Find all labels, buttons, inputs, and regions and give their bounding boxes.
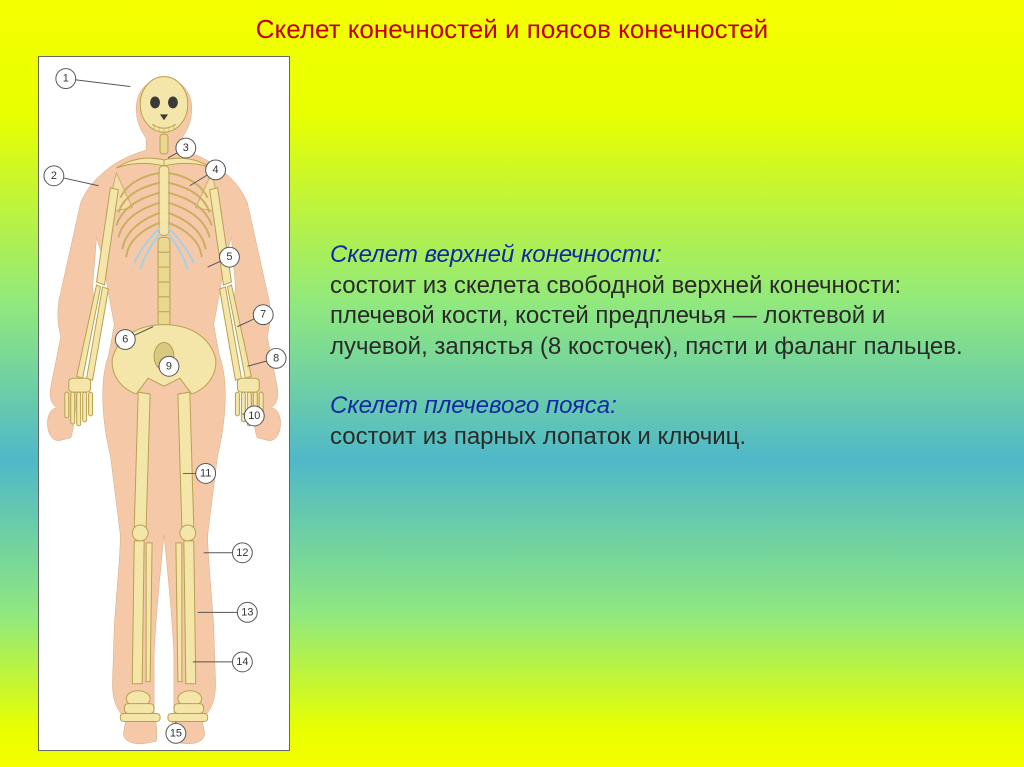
marker-label-15: 15 xyxy=(170,727,182,739)
slide: Скелет конечностей и поясов конечностей xyxy=(0,0,1024,767)
marker-label-3: 3 xyxy=(183,142,189,154)
marker-label-11: 11 xyxy=(200,467,211,479)
paragraph-upper-limb: Скелет верхней конечности: состоит из ск… xyxy=(330,240,970,363)
body-shoulder-girdle: состоит из парных лопаток и ключиц. xyxy=(330,423,746,450)
marker-label-2: 2 xyxy=(51,170,57,182)
marker-label-14: 14 xyxy=(236,656,248,668)
body-upper-limb: состоит из скелета свободной верхней кон… xyxy=(330,272,963,360)
marker-label-13: 13 xyxy=(241,606,253,618)
marker-label-12: 12 xyxy=(236,547,248,559)
marker-label-9: 9 xyxy=(166,360,172,372)
marker-label-8: 8 xyxy=(273,352,279,364)
marker-label-7: 7 xyxy=(260,309,266,321)
heading-upper-limb: Скелет верхней конечности: xyxy=(330,241,662,268)
heading-shoulder-girdle: Скелет плечевого пояса: xyxy=(330,392,617,419)
text-content: Скелет верхней конечности: состоит из ск… xyxy=(330,240,970,480)
marker-label-10: 10 xyxy=(248,410,260,422)
paragraph-shoulder-girdle: Скелет плечевого пояса: состоит из парны… xyxy=(330,391,970,452)
marker-label-5: 5 xyxy=(226,251,232,263)
slide-title: Скелет конечностей и поясов конечностей xyxy=(0,14,1024,45)
marker-label-4: 4 xyxy=(213,164,219,176)
marker-label-6: 6 xyxy=(122,334,128,346)
skeleton-diagram: 123456789101112131415 xyxy=(38,56,290,751)
marker-label-1: 1 xyxy=(63,73,69,85)
skeleton-svg: 123456789101112131415 xyxy=(39,57,289,750)
